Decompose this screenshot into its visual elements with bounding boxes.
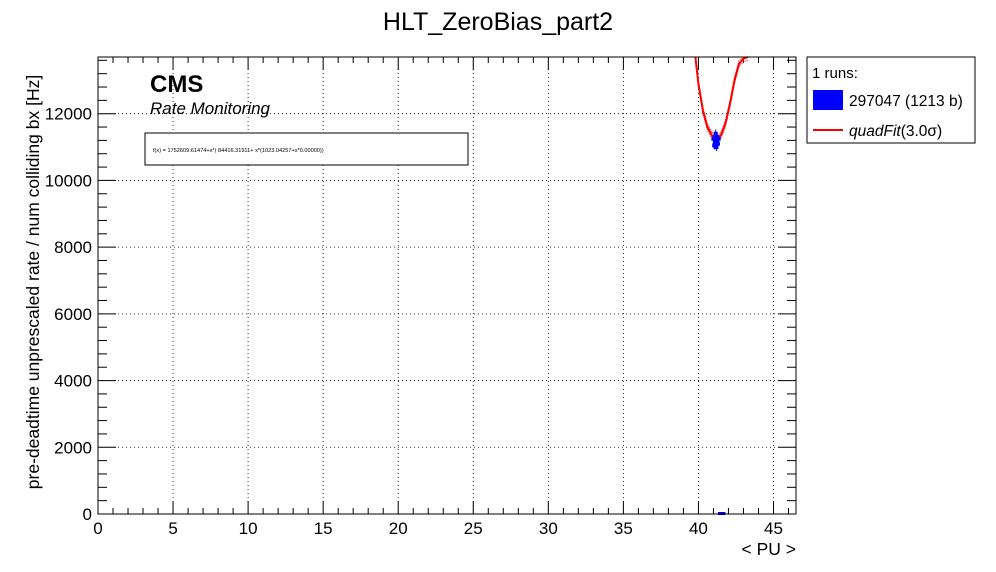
data-point — [715, 141, 720, 146]
legend-run-label: 297047 (1213 b) — [849, 93, 963, 110]
x-tick-label: 0 — [93, 519, 102, 538]
data-point — [711, 136, 716, 141]
y-tick-label: 2000 — [54, 438, 92, 457]
x-axis-label: < PU > — [742, 539, 796, 559]
legend-fit-label: quadFit(3.0σ) — [849, 123, 942, 140]
x-tick-label: 10 — [239, 519, 258, 538]
data-point — [712, 140, 717, 145]
y-tick-label: 4000 — [54, 372, 92, 391]
x-axis-ticks: 0 5 10 15 20 25 30 35 40 45 — [93, 57, 789, 538]
x-tick-label: 25 — [464, 519, 483, 538]
y-tick-label: 8000 — [54, 238, 92, 257]
data-point — [714, 145, 719, 150]
fit-box-frame — [144, 132, 469, 166]
y-tick-label: 0 — [83, 505, 92, 524]
legend-fit-name: quadFit — [849, 123, 901, 140]
rate-monitoring-label: Rate Monitoring — [150, 99, 271, 118]
fit-band-upper — [694, 59, 749, 143]
y-axis-ticks: 0 2000 4000 6000 8000 10000 12000 — [45, 59, 796, 524]
y-axis-label: pre-deadtime unprescaled rate / num coll… — [23, 75, 43, 489]
legend-run-swatch — [813, 90, 843, 110]
legend-header: 1 runs: — [812, 65, 858, 82]
cms-label: CMS — [150, 71, 203, 98]
x-tick-label: 40 — [689, 519, 708, 538]
data-point — [712, 143, 717, 148]
x-tick-label: 5 — [168, 519, 177, 538]
fit-layer — [694, 56, 749, 143]
data-point — [714, 135, 719, 140]
grid — [98, 57, 796, 514]
x-tick-label: 20 — [389, 519, 408, 538]
plot-frame — [97, 56, 797, 515]
y-tick-label: 12000 — [45, 105, 92, 124]
fit-formula: f(x) = 1752609.61474+x*( 84416.31911+ x*… — [153, 148, 324, 154]
point-layer — [711, 129, 726, 515]
legend: 1 runs: 297047 (1213 b) quadFit(3.0σ) — [806, 56, 976, 144]
fit-band-lower — [694, 56, 748, 137]
y-tick-label: 6000 — [54, 305, 92, 324]
data-point — [716, 136, 721, 141]
x-tick-label: 35 — [614, 519, 633, 538]
fit-box: f(x) = 1752609.61474+x*( 84416.31911+ x*… — [144, 132, 469, 166]
x-tick-label: 30 — [539, 519, 558, 538]
chart-title: HLT_ZeroBias_part2 — [383, 8, 613, 36]
x-tick-label: 45 — [764, 519, 783, 538]
x-tick-label: 15 — [314, 519, 333, 538]
y-tick-label: 10000 — [45, 171, 92, 190]
fit-curve — [694, 56, 749, 140]
data-point — [713, 131, 718, 136]
legend-fit-suffix: (3.0σ) — [901, 123, 942, 140]
